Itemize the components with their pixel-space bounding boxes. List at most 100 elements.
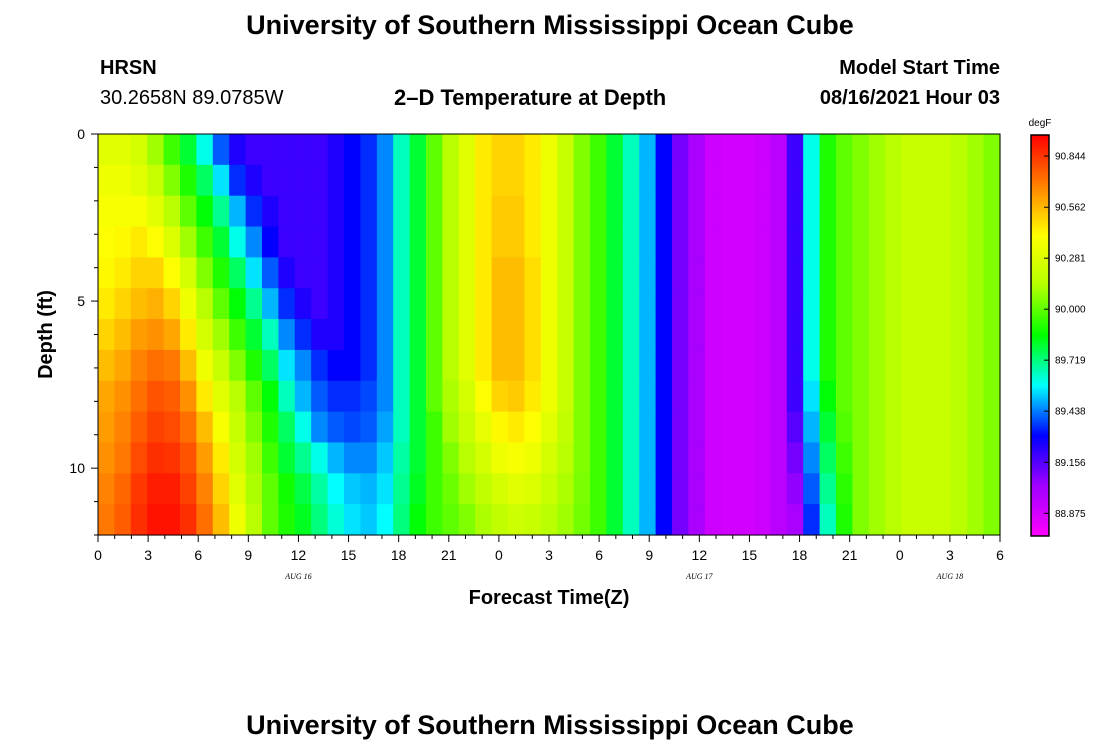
heatmap-cell <box>180 319 197 351</box>
heatmap-cell <box>360 288 378 320</box>
heatmap-cell <box>721 226 739 258</box>
heatmap-cell <box>704 226 722 258</box>
heatmap-cell <box>950 226 968 258</box>
x-tick-label: 3 <box>144 547 152 563</box>
heatmap-cell <box>147 504 165 536</box>
heatmap-cell <box>655 411 673 444</box>
heatmap-cell <box>852 442 870 474</box>
heatmap-cell <box>524 319 542 351</box>
heatmap-cell <box>212 380 230 413</box>
heatmap-cell <box>606 380 624 413</box>
heatmap-cell <box>278 195 296 228</box>
heatmap-cell <box>393 319 411 351</box>
heatmap-cell <box>491 226 509 258</box>
top-title: University of Southern Mississippi Ocean… <box>246 10 854 40</box>
heatmap-cell <box>639 257 657 289</box>
heatmap-cell <box>672 504 689 536</box>
heatmap-cell <box>508 226 525 258</box>
heatmap-cell <box>934 288 952 320</box>
heatmap-cell <box>278 257 296 289</box>
heatmap-cell <box>819 226 837 258</box>
heatmap-cell <box>950 134 968 166</box>
heatmap-cell <box>639 349 657 382</box>
heatmap-cell <box>180 288 197 320</box>
heatmap-cell <box>278 380 296 413</box>
heatmap-cell <box>622 380 640 413</box>
heatmap-cell <box>524 257 542 289</box>
heatmap-cell <box>803 319 821 351</box>
heatmap-cell <box>344 164 361 197</box>
heatmap-cell <box>803 257 821 289</box>
y-tick-label: 0 <box>77 126 85 142</box>
heatmap-cell <box>344 411 361 444</box>
heatmap-cell <box>868 164 886 197</box>
heatmap-cell <box>262 349 279 382</box>
heatmap-cell <box>426 349 443 382</box>
heatmap-cell <box>885 164 903 197</box>
heatmap-cell <box>508 257 525 289</box>
heatmap-cell <box>442 380 460 413</box>
heatmap-cell <box>147 319 165 351</box>
heatmap-cell <box>721 442 739 474</box>
heatmap-cell <box>393 411 411 444</box>
heatmap-cell <box>639 226 657 258</box>
heatmap-cell <box>622 349 640 382</box>
heatmap-cell <box>590 195 607 228</box>
heatmap-cell <box>770 319 788 351</box>
heatmap-cell <box>639 504 657 536</box>
heatmap-cell <box>934 380 952 413</box>
heatmap-cell <box>622 134 640 166</box>
colorbar <box>1030 134 1050 537</box>
heatmap-cell <box>212 473 230 505</box>
heatmap-cell <box>672 473 689 505</box>
heatmap-cell <box>901 288 919 320</box>
x-tick-label: 12 <box>692 547 708 563</box>
heatmap-cell <box>786 134 804 166</box>
heatmap-cell <box>868 195 886 228</box>
heatmap-cell <box>376 380 394 413</box>
heatmap-cell <box>704 164 722 197</box>
heatmap-cell <box>508 411 525 444</box>
heatmap-cell <box>458 473 476 505</box>
heatmap-cell <box>262 288 279 320</box>
heatmap-cell <box>393 288 411 320</box>
x-tick-label: 0 <box>896 547 904 563</box>
x-tick-label: 3 <box>545 547 553 563</box>
heatmap-cell <box>688 226 706 258</box>
heatmap-cell <box>836 380 853 413</box>
heatmap-cell <box>606 226 624 258</box>
heatmap-cell <box>130 134 148 166</box>
heatmap-cell <box>163 319 181 351</box>
heatmap-cell <box>508 473 525 505</box>
heatmap-cell <box>967 257 985 289</box>
model-start-time: 08/16/2021 Hour 03 <box>819 87 1000 109</box>
heatmap-cell <box>426 226 443 258</box>
heatmap-cell <box>983 195 1001 228</box>
heatmap-cell <box>918 164 935 197</box>
heatmap-cell <box>180 164 197 197</box>
heatmap-cell <box>836 473 853 505</box>
heatmap-cell <box>245 319 263 351</box>
heatmap-cell <box>950 319 968 351</box>
heatmap-cell <box>409 134 427 166</box>
heatmap-cell <box>196 349 214 382</box>
heatmap-cell <box>409 257 427 289</box>
heatmap-cell <box>754 195 771 228</box>
heatmap-cell <box>376 226 394 258</box>
heatmap-cell <box>196 257 214 289</box>
heatmap-cell <box>721 257 739 289</box>
colorbar-tick-label: 90.844 <box>1055 152 1086 163</box>
heatmap-cell <box>491 411 509 444</box>
heatmap-cell <box>901 380 919 413</box>
heatmap-cell <box>983 380 1001 413</box>
heatmap-cell <box>294 473 312 505</box>
heatmap-cell <box>557 504 575 536</box>
heatmap-cell <box>704 473 722 505</box>
heatmap-cell <box>426 257 443 289</box>
model-start-label: Model Start Time <box>839 57 1000 79</box>
heatmap-cell <box>262 195 279 228</box>
heatmap-cell <box>278 134 296 166</box>
heatmap-cell <box>98 226 115 258</box>
colorbar-tick-label: 90.281 <box>1055 254 1086 265</box>
heatmap-cell <box>885 134 903 166</box>
